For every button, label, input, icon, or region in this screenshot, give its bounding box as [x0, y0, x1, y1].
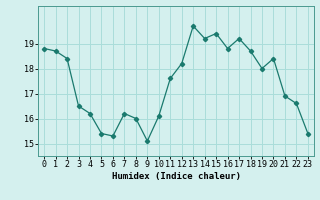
X-axis label: Humidex (Indice chaleur): Humidex (Indice chaleur) — [111, 172, 241, 181]
